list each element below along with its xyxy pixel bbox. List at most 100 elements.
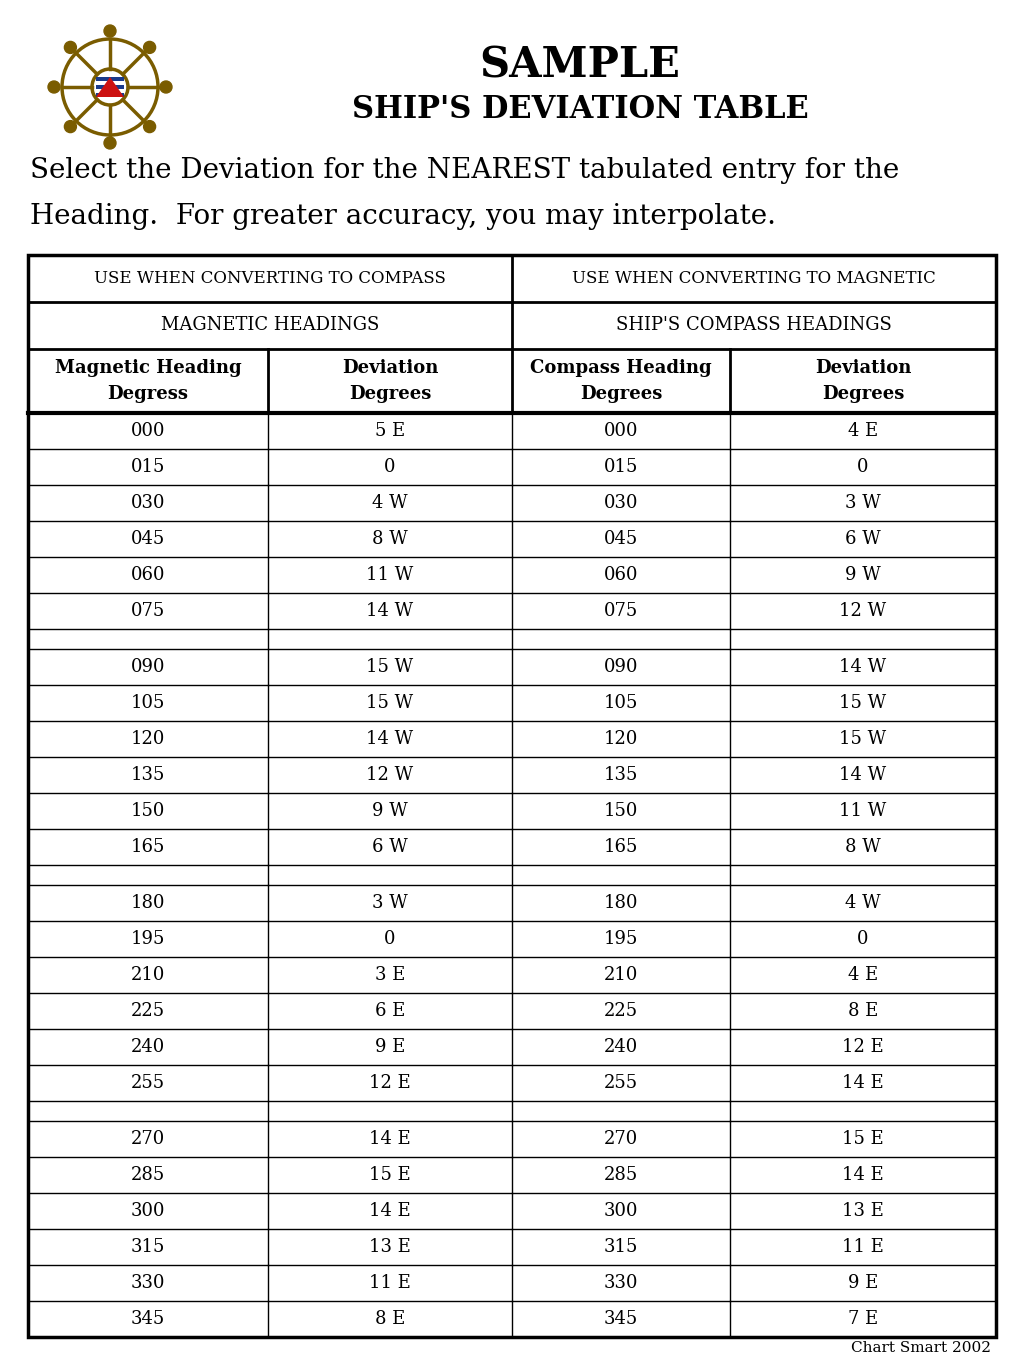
- Text: 15 W: 15 W: [367, 693, 414, 713]
- Text: 5 E: 5 E: [375, 422, 406, 440]
- Text: 315: 315: [131, 1238, 165, 1256]
- Text: 060: 060: [131, 566, 165, 584]
- Text: 090: 090: [131, 658, 165, 676]
- Text: 255: 255: [131, 1074, 165, 1092]
- Text: USE WHEN CONVERTING TO MAGNETIC: USE WHEN CONVERTING TO MAGNETIC: [572, 270, 936, 287]
- Circle shape: [104, 136, 116, 149]
- Text: 045: 045: [131, 530, 165, 549]
- Text: 15 E: 15 E: [842, 1130, 884, 1148]
- Text: 8 W: 8 W: [372, 530, 408, 549]
- Text: 15 W: 15 W: [840, 730, 887, 748]
- Text: 6 W: 6 W: [845, 530, 881, 549]
- Text: Compass Heading
Degrees: Compass Heading Degrees: [530, 359, 712, 403]
- Text: 12 E: 12 E: [369, 1074, 411, 1092]
- Text: SHIP'S DEVIATION TABLE: SHIP'S DEVIATION TABLE: [351, 94, 808, 126]
- Text: 4 W: 4 W: [372, 494, 408, 512]
- Text: 105: 105: [604, 693, 638, 713]
- Text: 0: 0: [857, 930, 868, 947]
- Text: 330: 330: [131, 1274, 165, 1291]
- Text: 195: 195: [131, 930, 165, 947]
- Text: 6 W: 6 W: [372, 838, 408, 856]
- Bar: [96, 76, 124, 81]
- Text: 060: 060: [604, 566, 638, 584]
- Text: 330: 330: [604, 1274, 638, 1291]
- Text: 135: 135: [131, 766, 165, 784]
- Text: 15 W: 15 W: [840, 693, 887, 713]
- Text: 165: 165: [604, 838, 638, 856]
- Text: 14 E: 14 E: [842, 1166, 884, 1183]
- Text: SAMPLE: SAMPLE: [479, 44, 680, 86]
- Text: Magnetic Heading
Degress: Magnetic Heading Degress: [54, 359, 242, 403]
- Text: 15 E: 15 E: [369, 1166, 411, 1183]
- Text: 0: 0: [384, 459, 395, 476]
- Circle shape: [143, 120, 156, 132]
- Circle shape: [160, 81, 172, 93]
- Text: 015: 015: [604, 459, 638, 476]
- Text: 4 E: 4 E: [848, 422, 879, 440]
- Circle shape: [65, 120, 77, 132]
- Text: 000: 000: [131, 422, 165, 440]
- Text: 345: 345: [131, 1310, 165, 1328]
- Text: 15 W: 15 W: [367, 658, 414, 676]
- Text: SHIP'S COMPASS HEADINGS: SHIP'S COMPASS HEADINGS: [616, 317, 892, 334]
- Text: 14 E: 14 E: [369, 1203, 411, 1220]
- Text: 9 W: 9 W: [845, 566, 881, 584]
- Text: 105: 105: [131, 693, 165, 713]
- Polygon shape: [96, 76, 124, 97]
- Text: 13 E: 13 E: [369, 1238, 411, 1256]
- Bar: [96, 85, 124, 89]
- Text: 180: 180: [604, 894, 638, 912]
- Text: 8 E: 8 E: [848, 1002, 879, 1020]
- Text: 3 E: 3 E: [375, 966, 406, 984]
- Text: 14 W: 14 W: [840, 658, 887, 676]
- Text: 165: 165: [131, 838, 165, 856]
- Text: 210: 210: [604, 966, 638, 984]
- Bar: [96, 89, 124, 93]
- Text: 3 W: 3 W: [845, 494, 881, 512]
- Text: 11 W: 11 W: [840, 803, 887, 820]
- Text: 075: 075: [604, 602, 638, 620]
- Text: 4 E: 4 E: [848, 966, 879, 984]
- Text: 12 E: 12 E: [842, 1037, 884, 1057]
- Text: 14 W: 14 W: [367, 730, 414, 748]
- Text: 4 W: 4 W: [845, 894, 881, 912]
- Bar: [96, 81, 124, 85]
- Text: 7 E: 7 E: [848, 1310, 879, 1328]
- Text: 150: 150: [604, 803, 638, 820]
- Text: 120: 120: [604, 730, 638, 748]
- Text: 045: 045: [604, 530, 638, 549]
- Text: 14 W: 14 W: [840, 766, 887, 784]
- Text: 0: 0: [857, 459, 868, 476]
- Text: 030: 030: [131, 494, 165, 512]
- Text: Deviation
Degrees: Deviation Degrees: [342, 359, 438, 403]
- Text: 3 W: 3 W: [372, 894, 408, 912]
- Text: 120: 120: [131, 730, 165, 748]
- Text: 255: 255: [604, 1074, 638, 1092]
- Text: 11 E: 11 E: [842, 1238, 884, 1256]
- Text: 345: 345: [604, 1310, 638, 1328]
- Text: 11 E: 11 E: [369, 1274, 411, 1291]
- Text: USE WHEN CONVERTING TO COMPASS: USE WHEN CONVERTING TO COMPASS: [94, 270, 445, 287]
- Text: 0: 0: [384, 930, 395, 947]
- Text: 14 E: 14 E: [369, 1130, 411, 1148]
- Text: 030: 030: [604, 494, 638, 512]
- Text: Chart Smart 2002: Chart Smart 2002: [851, 1340, 991, 1355]
- Text: 225: 225: [604, 1002, 638, 1020]
- Circle shape: [48, 81, 60, 93]
- Text: 8 E: 8 E: [375, 1310, 406, 1328]
- Text: 9 E: 9 E: [848, 1274, 879, 1291]
- Circle shape: [143, 41, 156, 53]
- Text: 000: 000: [604, 422, 638, 440]
- Text: 180: 180: [131, 894, 165, 912]
- Text: 075: 075: [131, 602, 165, 620]
- Text: 11 W: 11 W: [367, 566, 414, 584]
- Circle shape: [65, 41, 77, 53]
- Text: 090: 090: [604, 658, 638, 676]
- Text: Heading.  For greater accuracy, you may interpolate.: Heading. For greater accuracy, you may i…: [30, 203, 776, 231]
- Text: 015: 015: [131, 459, 165, 476]
- Text: 285: 285: [604, 1166, 638, 1183]
- Text: 270: 270: [604, 1130, 638, 1148]
- Text: Select the Deviation for the NEAREST tabulated entry for the: Select the Deviation for the NEAREST tab…: [30, 157, 899, 183]
- Text: 195: 195: [604, 930, 638, 947]
- Text: 300: 300: [131, 1203, 165, 1220]
